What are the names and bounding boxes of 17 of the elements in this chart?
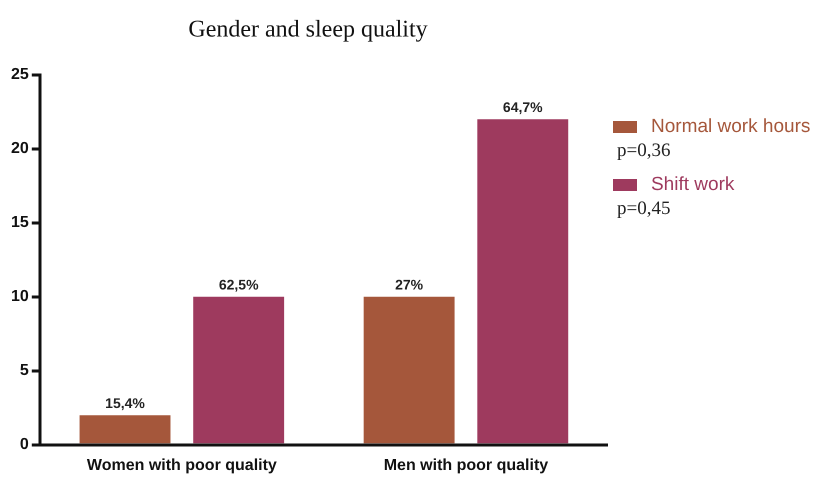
annotation: 27% bbox=[395, 276, 424, 293]
y-tick-label: 10 bbox=[11, 288, 29, 306]
text: p=0,36 bbox=[617, 140, 672, 162]
y-tick-label: 25 bbox=[11, 66, 29, 84]
x-tick-label: Women with poor quality bbox=[86, 456, 277, 474]
y-tick-label: 20 bbox=[11, 140, 29, 158]
chart-title: Gender and sleep quality bbox=[188, 16, 428, 43]
legend-label: Shift work bbox=[651, 174, 734, 196]
legend-label: Normal work hours bbox=[651, 116, 810, 138]
y-tick-label: 5 bbox=[20, 362, 29, 380]
x-tick-label: Men with poor quality bbox=[384, 456, 548, 474]
y-tick-label: 0 bbox=[20, 436, 29, 454]
annotation: 62,5% bbox=[218, 276, 260, 293]
text: p=0,45 bbox=[617, 198, 672, 220]
annotation: 64,7% bbox=[502, 99, 544, 116]
y-tick-label: 15 bbox=[11, 214, 29, 232]
annotation: 15,4% bbox=[105, 395, 146, 412]
